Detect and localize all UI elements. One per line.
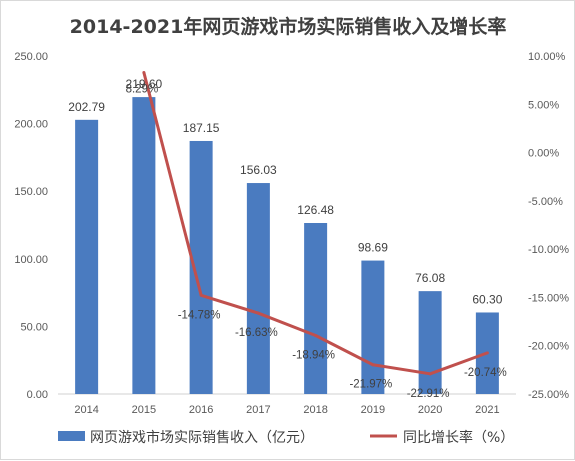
bar-data-label: 76.08	[415, 271, 445, 285]
line-data-label: -16.63%	[235, 327, 278, 339]
left-tick-label: 50.00	[20, 321, 48, 333]
bar-data-label: 156.03	[240, 163, 277, 177]
left-tick-label: 200.00	[14, 119, 48, 131]
x-tick-label: 2020	[418, 404, 442, 416]
legend-line-label: 同比增长率（%）	[403, 429, 514, 446]
right-tick-label: 0.00%	[528, 148, 559, 160]
line-point	[142, 71, 146, 75]
line-data-labels: 8.29% -14.78% -16.63% -18.94% -21.97% -22.91%…	[126, 84, 507, 400]
line-data-label: 8.29%	[126, 84, 159, 96]
bar	[132, 97, 156, 394]
right-tick-label: 10.00%	[528, 51, 566, 63]
line-series	[142, 71, 489, 376]
left-tick-label: 0.00	[27, 389, 48, 401]
bar-data-label: 202.79	[68, 100, 105, 114]
x-tick-label: 2014	[74, 404, 98, 416]
right-tick-label: -25.00%	[528, 389, 569, 401]
bar-series	[75, 97, 499, 395]
bar-data-labels: 202.79 219.60 187.15 156.03 126.48 98.69 76.08…	[68, 77, 502, 306]
line-point	[199, 293, 203, 297]
line-data-label: -14.78%	[178, 309, 221, 321]
line-data-label: -18.94%	[292, 349, 335, 361]
chart-title: 2014-2021年网页游戏市场实际销售收入及增长率	[70, 15, 507, 38]
line-point	[371, 363, 375, 367]
x-tick-label: 2018	[303, 404, 327, 416]
x-tick-label: 2015	[132, 404, 156, 416]
line-point	[256, 311, 260, 315]
bar-data-label: 126.48	[297, 203, 334, 217]
x-tick-label: 2019	[361, 404, 385, 416]
line-data-label: -20.74%	[464, 367, 507, 379]
right-tick-label: -10.00%	[528, 244, 569, 256]
bar	[189, 140, 213, 394]
bar	[304, 222, 328, 394]
bar	[246, 183, 270, 394]
left-y-axis: 0.00 50.00 100.00 150.00 200.00 250.00	[14, 51, 48, 401]
legend-bar-swatch	[58, 431, 85, 441]
left-tick-label: 150.00	[14, 186, 48, 198]
right-y-axis: 10.00% 5.00% 0.00% -5.00% -10.00% -15.00% -20.…	[528, 51, 569, 401]
right-tick-label: -20.00%	[528, 341, 569, 353]
x-axis: 2014 2015 2016 2017 2018 2019 2020 2021	[58, 393, 516, 416]
line-point	[314, 333, 318, 337]
x-tick-label: 2016	[189, 404, 213, 416]
x-tick-label: 2017	[246, 404, 270, 416]
line-point	[485, 351, 489, 355]
bar	[361, 260, 385, 394]
bar-data-label: 98.69	[358, 241, 388, 255]
left-tick-label: 100.00	[14, 254, 48, 266]
line-point	[428, 372, 432, 376]
bar	[75, 119, 99, 395]
legend: 网页游戏市场实际销售收入（亿元） 同比增长率（%）	[58, 429, 514, 446]
bar-data-label: 187.15	[183, 121, 220, 135]
left-tick-label: 250.00	[14, 51, 48, 63]
legend-bar-label: 网页游戏市场实际销售收入（亿元）	[90, 429, 314, 446]
line-data-label: -22.91%	[407, 388, 450, 400]
right-tick-label: -15.00%	[528, 292, 569, 304]
right-tick-label: 5.00%	[528, 99, 559, 111]
x-tick-label: 2021	[475, 404, 499, 416]
bar-data-label: 219.60	[126, 77, 163, 91]
bar-data-label: 60.30	[472, 292, 502, 306]
line-data-label: -21.97%	[349, 379, 392, 391]
bar	[418, 291, 442, 394]
right-tick-label: -5.00%	[528, 196, 563, 208]
